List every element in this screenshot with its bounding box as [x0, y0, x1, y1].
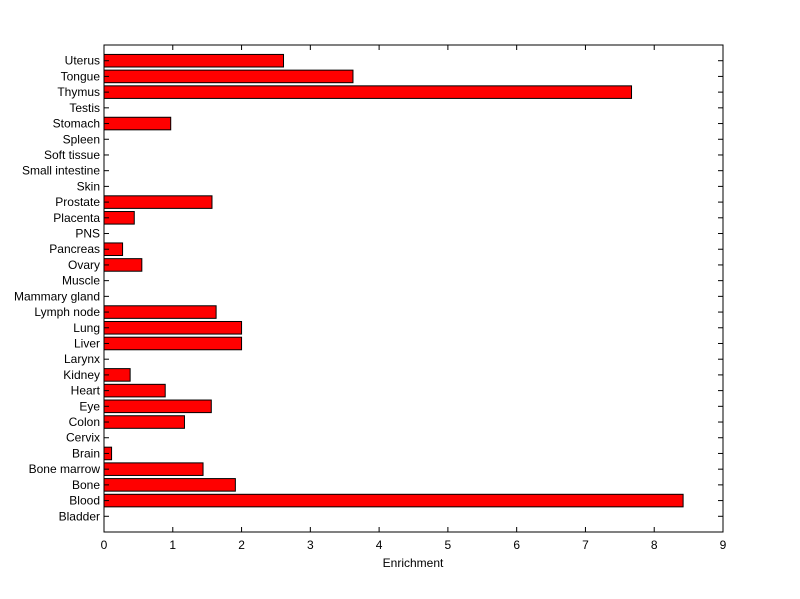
bar-liver	[103, 336, 243, 351]
bar-blood	[103, 493, 684, 508]
x-tick-label-6: 6	[513, 538, 520, 552]
y-tick-label-bladder: Bladder	[59, 509, 100, 523]
y-tick-label-prostate: Prostate	[55, 195, 100, 209]
y-tick-label-larynx: Larynx	[64, 352, 100, 366]
y-tick-label-kidney: Kidney	[63, 368, 100, 382]
bar-heart	[103, 383, 166, 398]
y-tick-label-testis: Testis	[69, 101, 100, 115]
x-tick-label-2: 2	[238, 538, 245, 552]
bar-eye	[103, 399, 212, 414]
x-tick-label-8: 8	[651, 538, 658, 552]
y-tick-label-liver: Liver	[74, 336, 100, 350]
bars-group	[103, 53, 684, 508]
y-tick-label-brain: Brain	[72, 446, 100, 460]
bar-prostate	[103, 195, 213, 209]
x-axis-label: Enrichment	[383, 556, 444, 570]
x-tick-label-9: 9	[720, 538, 727, 552]
y-tick-label-eye: Eye	[79, 399, 100, 413]
y-tick-label-colon: Colon	[69, 415, 100, 429]
y-tick-label-stomach: Stomach	[53, 117, 100, 131]
y-tick-label-muscle: Muscle	[62, 274, 100, 288]
bar-bone-marrow	[103, 462, 204, 476]
x-tick-label-1: 1	[169, 538, 176, 552]
y-tick-label-bone-marrow: Bone marrow	[29, 462, 101, 476]
y-tick-label-thymus: Thymus	[57, 85, 100, 99]
bar-lung	[103, 320, 243, 335]
y-tick-label-skin: Skin	[77, 179, 100, 193]
y-tick-label-uterus: Uterus	[65, 54, 100, 68]
y-tick-label-soft-tissue: Soft tissue	[44, 148, 100, 162]
x-tick-labels: 0 1 2 3 4 5 6 7 8 9	[101, 538, 727, 552]
bar-lymph-node	[103, 305, 217, 319]
bar-stomach	[103, 116, 172, 131]
x-tick-label-4: 4	[376, 538, 383, 552]
y-tick-label-pns: PNS	[75, 227, 100, 241]
y-tick-label-ovary: Ovary	[68, 258, 100, 272]
x-tick-label-5: 5	[445, 538, 452, 552]
bar-uterus	[103, 53, 285, 68]
bar-bone	[103, 478, 236, 492]
y-tick-label-blood: Blood	[69, 494, 100, 508]
bar-ovary	[103, 258, 143, 272]
x-tick-label-0: 0	[101, 538, 108, 552]
y-tick-label-heart: Heart	[71, 384, 101, 398]
y-tick-label-placenta: Placenta	[53, 211, 100, 225]
y-tick-label-pancreas: Pancreas	[49, 242, 100, 256]
y-tick-label-lymph-node: Lymph node	[34, 305, 100, 319]
y-tick-label-tongue: Tongue	[61, 69, 101, 83]
y-tick-label-bone: Bone	[72, 478, 100, 492]
bar-colon	[103, 415, 185, 429]
plot-area-frame	[103, 44, 724, 533]
x-tick-label-3: 3	[307, 538, 314, 552]
x-tick-label-7: 7	[582, 538, 589, 552]
bar-tongue	[103, 69, 354, 84]
y-tick-label-spleen: Spleen	[63, 132, 100, 146]
y-tick-label-mammary-gland: Mammary gland	[14, 289, 100, 303]
y-tick-label-lung: Lung	[73, 321, 100, 335]
bar-thymus	[103, 85, 633, 99]
y-tick-label-cervix: Cervix	[66, 431, 100, 445]
ticks-group	[103, 45, 724, 532]
y-tick-label-small-intestine: Small intestine	[22, 164, 100, 178]
